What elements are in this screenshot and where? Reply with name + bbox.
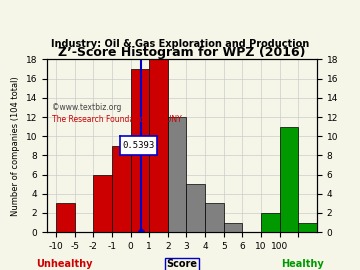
Bar	[298, 222, 317, 232]
Text: 0.5393: 0.5393	[123, 141, 155, 150]
Bar	[93, 175, 112, 232]
Bar	[224, 222, 242, 232]
Text: Score: Score	[166, 259, 197, 269]
Bar	[149, 59, 168, 232]
Bar	[120, 136, 157, 156]
Bar	[280, 127, 298, 232]
Bar	[205, 203, 224, 232]
Bar	[112, 146, 131, 232]
Text: Healthy: Healthy	[281, 259, 324, 269]
Text: ©www.textbiz.org: ©www.textbiz.org	[52, 103, 122, 112]
Text: The Research Foundation of SUNY: The Research Foundation of SUNY	[52, 115, 182, 124]
Title: Z’-Score Histogram for WPZ (2016): Z’-Score Histogram for WPZ (2016)	[58, 46, 306, 59]
Y-axis label: Number of companies (104 total): Number of companies (104 total)	[11, 76, 20, 216]
Bar	[186, 184, 205, 232]
Bar	[131, 69, 149, 232]
Bar	[261, 213, 280, 232]
Text: Unhealthy: Unhealthy	[37, 259, 93, 269]
Bar	[168, 117, 186, 232]
Text: Industry: Oil & Gas Exploration and Production: Industry: Oil & Gas Exploration and Prod…	[51, 39, 309, 49]
Bar	[56, 203, 75, 232]
